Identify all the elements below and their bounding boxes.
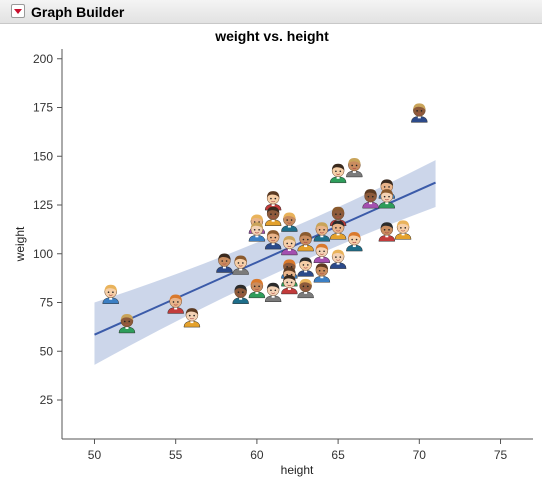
y-tick-label: 25 bbox=[40, 393, 54, 407]
data-point bbox=[297, 232, 314, 252]
data-point bbox=[329, 163, 347, 184]
data-point bbox=[297, 278, 314, 299]
data-point bbox=[102, 284, 119, 304]
y-tick-label: 150 bbox=[33, 149, 53, 163]
data-point bbox=[329, 249, 347, 269]
y-tick-label: 50 bbox=[40, 344, 54, 358]
x-tick-label: 75 bbox=[494, 448, 508, 462]
data-point bbox=[216, 253, 233, 273]
y-axis-label: weight bbox=[13, 226, 27, 262]
data-point bbox=[264, 230, 282, 250]
graph-builder-header: Graph Builder bbox=[0, 0, 542, 24]
x-axis-label: height bbox=[281, 463, 314, 477]
data-point bbox=[313, 222, 331, 242]
x-tick-label: 55 bbox=[169, 448, 183, 462]
x-tick-label: 60 bbox=[250, 448, 264, 462]
data-point bbox=[346, 157, 363, 178]
red-triangle-menu-icon[interactable] bbox=[11, 4, 25, 18]
data-point bbox=[378, 222, 396, 242]
x-tick-label: 65 bbox=[331, 448, 345, 462]
data-point bbox=[118, 313, 136, 334]
confidence-band-layer bbox=[94, 160, 436, 365]
x-axis-ticks: 50 55 60 65 70 75 bbox=[88, 439, 508, 462]
data-point bbox=[329, 220, 347, 240]
y-axis-ticks: 25 50 75 100 125 150 175 200 bbox=[33, 52, 62, 407]
data-point bbox=[378, 189, 396, 209]
data-point bbox=[264, 282, 282, 302]
y-tick-label: 75 bbox=[40, 296, 54, 310]
data-point bbox=[232, 284, 249, 304]
data-point bbox=[346, 232, 363, 252]
y-tick-label: 200 bbox=[33, 52, 53, 66]
data-point bbox=[232, 255, 249, 275]
chart-title: weight vs. height bbox=[214, 28, 329, 44]
y-tick-label: 175 bbox=[33, 101, 53, 115]
data-point bbox=[297, 257, 314, 277]
x-tick-label: 70 bbox=[413, 448, 427, 462]
data-point bbox=[281, 235, 298, 256]
data-point bbox=[183, 308, 201, 328]
x-tick-label: 50 bbox=[88, 448, 102, 462]
data-point bbox=[281, 212, 298, 232]
data-point bbox=[264, 206, 282, 226]
data-point bbox=[313, 263, 331, 283]
confidence-band bbox=[94, 160, 436, 365]
data-point bbox=[281, 274, 298, 295]
data-point bbox=[167, 294, 184, 314]
data-point bbox=[248, 222, 266, 242]
data-point bbox=[362, 189, 379, 209]
data-points bbox=[102, 103, 428, 334]
app-title: Graph Builder bbox=[31, 4, 125, 20]
data-point bbox=[313, 243, 331, 263]
data-point bbox=[411, 103, 428, 123]
data-point bbox=[248, 278, 266, 299]
data-point bbox=[394, 220, 412, 240]
y-tick-label: 100 bbox=[33, 247, 53, 261]
y-tick-label: 125 bbox=[33, 198, 53, 212]
